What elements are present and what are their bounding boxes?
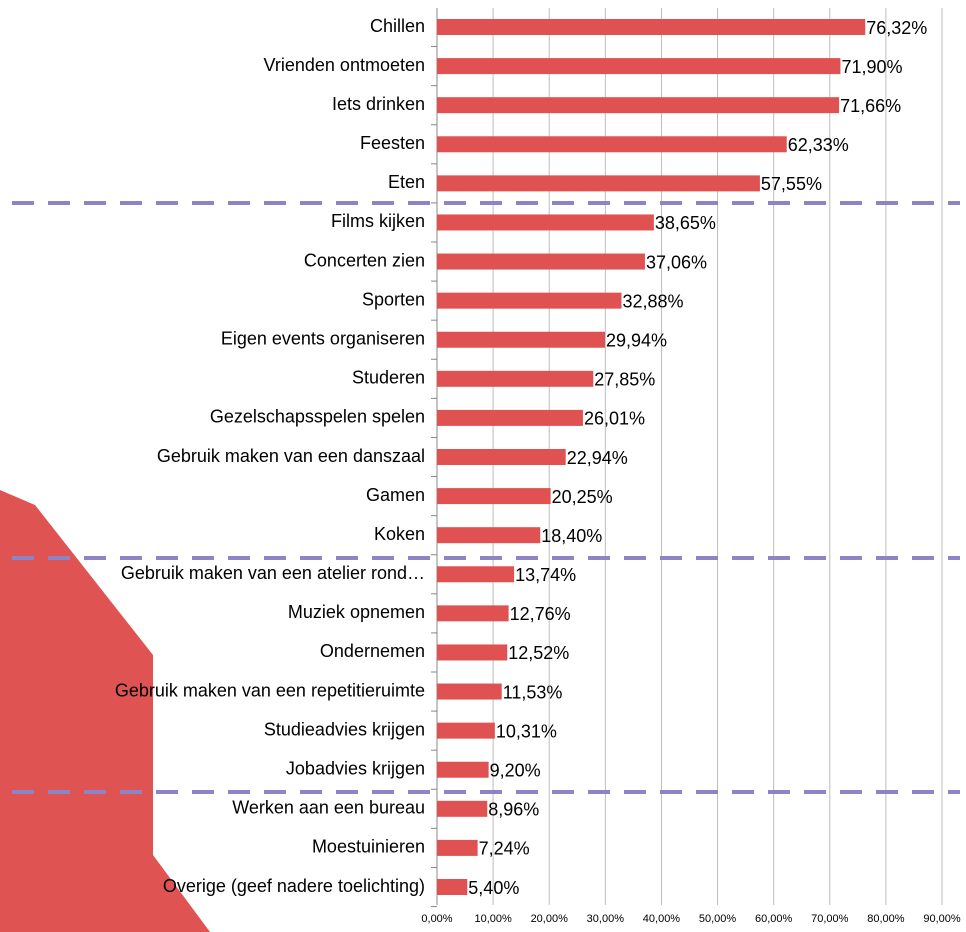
value-label: 10,31%	[496, 721, 557, 741]
value-label: 37,06%	[646, 252, 707, 272]
category-label: Feesten	[360, 133, 425, 153]
value-label: 22,94%	[567, 448, 628, 468]
value-label: 7,24%	[479, 839, 530, 859]
category-label: Muziek opnemen	[288, 602, 425, 622]
x-tick-label: 90,00%	[923, 913, 961, 925]
category-label: Gezelschapsspelen spelen	[210, 407, 425, 427]
value-label: 9,20%	[490, 760, 541, 780]
category-label: Werken aan een bureau	[232, 798, 425, 818]
x-tick-label: 50,00%	[699, 913, 737, 925]
category-label: Jobadvies krijgen	[286, 758, 425, 778]
category-label: Studeren	[352, 368, 425, 388]
x-tick-label: 0,00%	[421, 913, 452, 925]
bar	[437, 839, 478, 856]
x-tick-label: 60,00%	[755, 913, 793, 925]
category-label: Vrienden ontmoeten	[264, 55, 425, 75]
value-label: 26,01%	[584, 409, 645, 429]
value-label: 62,33%	[788, 135, 849, 155]
bar	[437, 292, 622, 309]
value-label: 38,65%	[655, 213, 716, 233]
value-label: 12,76%	[510, 604, 571, 624]
value-label: 57,55%	[761, 174, 822, 194]
category-label: Films kijken	[331, 211, 425, 231]
category-label: Overige (geef nadere toelichting)	[163, 876, 425, 896]
bar	[437, 409, 583, 426]
value-label: 12,52%	[508, 643, 569, 663]
bar	[437, 97, 840, 114]
category-label: Iets drinken	[332, 94, 425, 114]
value-label: 13,74%	[515, 565, 576, 585]
x-tick-label: 30,00%	[587, 913, 625, 925]
value-label: 32,88%	[622, 291, 683, 311]
bar	[437, 370, 594, 387]
bar	[437, 527, 541, 544]
separators	[12, 201, 960, 794]
bar	[437, 722, 495, 739]
value-label: 27,85%	[594, 370, 655, 390]
category-label: Gebruik maken van een danszaal	[157, 446, 425, 466]
bar	[437, 800, 488, 817]
x-tick-label: 40,00%	[643, 913, 681, 925]
category-label: Ondernemen	[320, 641, 425, 661]
category-label: Sporten	[362, 289, 425, 309]
x-tick-label: 70,00%	[811, 913, 849, 925]
value-label: 71,66%	[840, 96, 901, 116]
value-label: 18,40%	[541, 526, 602, 546]
bar	[437, 449, 566, 465]
category-label: Gamen	[366, 485, 425, 505]
category-label: Studieadvies krijgen	[264, 719, 425, 739]
value-label: 5,40%	[468, 878, 519, 898]
value-label: 71,90%	[841, 57, 902, 77]
bar	[437, 214, 654, 231]
category-label: Eten	[388, 172, 425, 192]
bar	[437, 19, 866, 35]
grid	[436, 8, 943, 905]
bar	[437, 879, 468, 895]
bar	[437, 175, 760, 192]
bar	[437, 761, 489, 778]
bar	[437, 566, 515, 583]
bar	[437, 253, 645, 270]
bars	[437, 19, 866, 895]
category-label: Gebruik maken van een atelier rond…	[121, 563, 425, 583]
x-tick-label: 10,00%	[474, 913, 512, 925]
category-label: Gebruik maken van een repetitieruimte	[115, 680, 425, 700]
category-label: Koken	[374, 524, 425, 544]
x-tick-label: 80,00%	[867, 913, 905, 925]
value-label: 29,94%	[606, 330, 667, 350]
value-label: 8,96%	[488, 800, 539, 820]
bar	[437, 58, 841, 75]
bar	[437, 136, 787, 153]
bar	[437, 488, 551, 505]
category-label: Eigen events organiseren	[221, 328, 425, 348]
bar	[437, 683, 502, 700]
category-label: Concerten zien	[304, 250, 425, 270]
value-label: 11,53%	[503, 682, 563, 702]
value-label: 20,25%	[552, 487, 613, 507]
x-tick-label: 20,00%	[531, 913, 569, 925]
category-label: Moestuinieren	[312, 837, 425, 857]
bar	[437, 331, 605, 348]
category-label: Chillen	[370, 16, 425, 36]
decoration	[0, 490, 210, 932]
value-label: 76,32%	[866, 18, 927, 38]
bar	[437, 644, 508, 661]
bar	[437, 605, 509, 622]
